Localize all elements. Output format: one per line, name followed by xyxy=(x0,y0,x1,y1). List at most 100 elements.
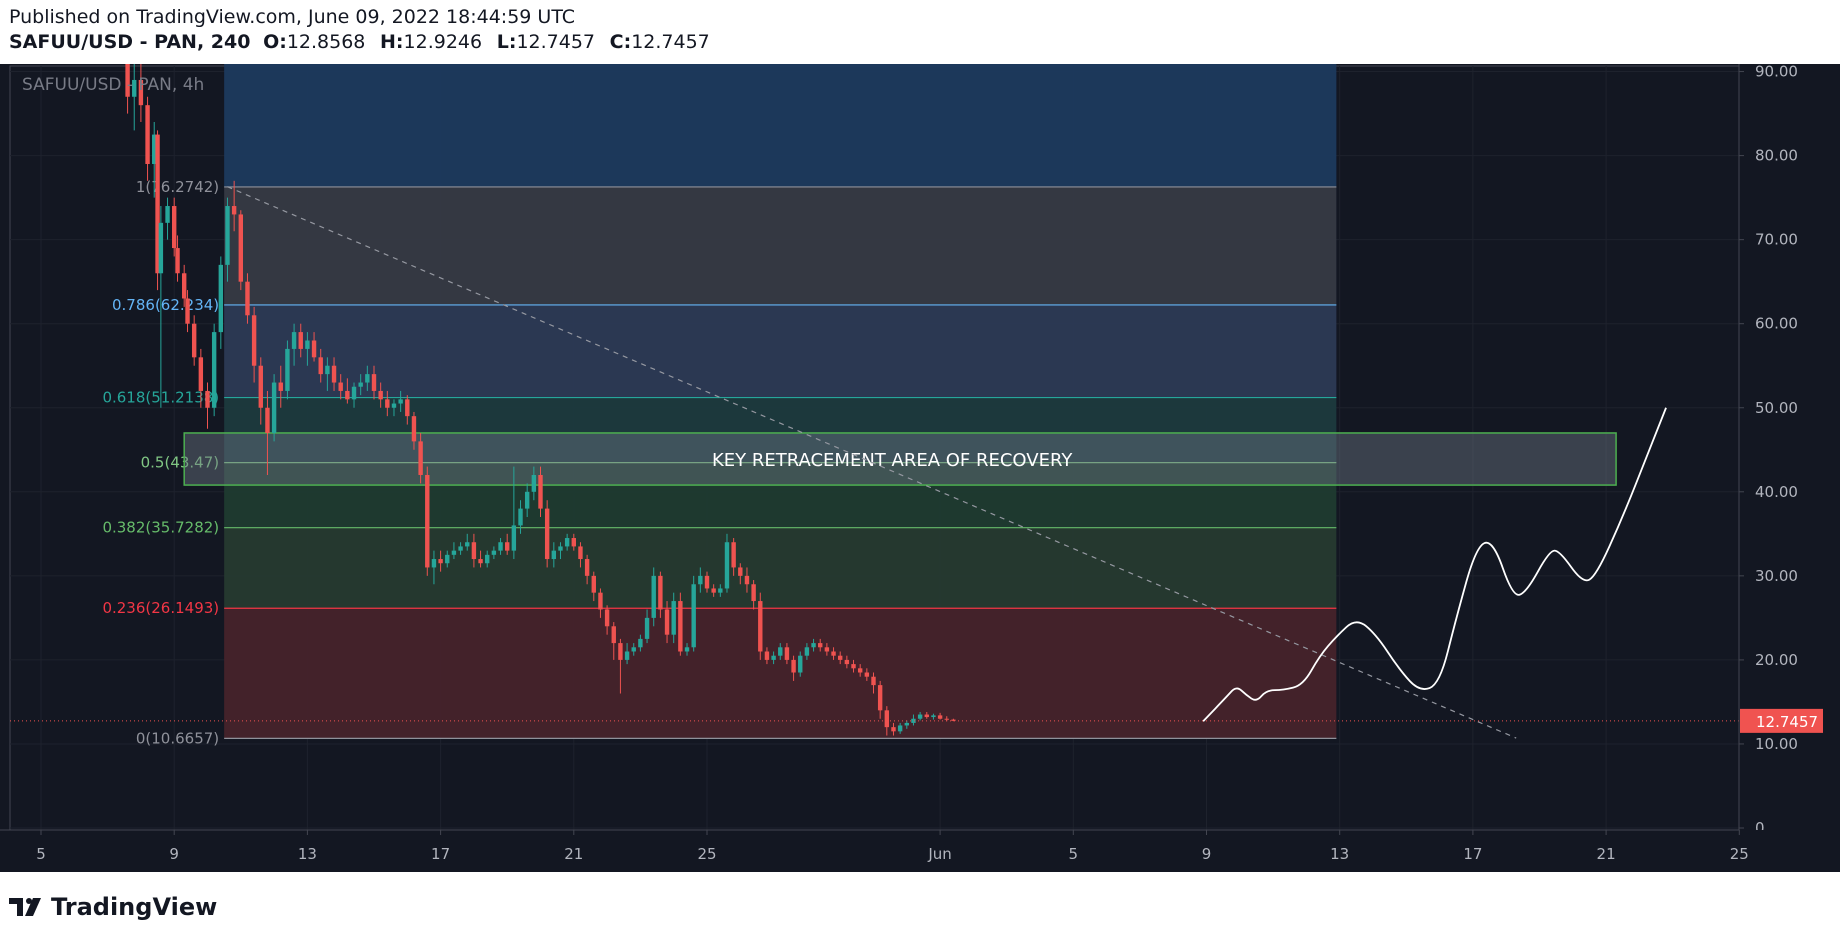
y-tick-label: 30.00 xyxy=(1755,567,1798,585)
candle-body xyxy=(684,647,690,652)
candle-body xyxy=(385,399,390,408)
candle-body xyxy=(298,332,303,349)
candle-body xyxy=(431,559,437,568)
candle-body xyxy=(524,491,530,509)
candle-body xyxy=(531,474,537,492)
candle-body xyxy=(238,214,243,282)
close-label: C: xyxy=(609,31,632,53)
candle-body xyxy=(944,718,949,720)
candle-body xyxy=(877,685,883,711)
published-info: Published on TradingView.com, June 09, 2… xyxy=(9,6,576,28)
candle-body xyxy=(378,390,383,400)
candle-body xyxy=(838,655,843,660)
candle-body xyxy=(724,542,730,589)
candle-body xyxy=(558,546,563,551)
candle-body xyxy=(857,668,863,673)
y-tick-label: 20.00 xyxy=(1755,651,1798,669)
open-value: 12.8568 xyxy=(286,31,366,53)
trend-line xyxy=(227,186,1517,739)
candle-body xyxy=(798,655,803,673)
candle-body xyxy=(791,659,796,673)
candle-body xyxy=(884,710,890,728)
candle-body xyxy=(538,474,543,509)
projection-path xyxy=(1202,407,1667,722)
candle-body xyxy=(564,538,570,547)
candle-body xyxy=(678,601,683,652)
candle-body xyxy=(718,588,723,593)
x-tick-label: 5 xyxy=(1069,845,1079,863)
candle-body xyxy=(371,374,377,391)
x-tick-label: Jun xyxy=(927,845,951,863)
candle-body xyxy=(864,672,870,677)
candle-body xyxy=(245,281,250,316)
candle-body xyxy=(704,575,710,589)
x-tick-label: 9 xyxy=(1202,845,1212,863)
candle-body xyxy=(751,584,756,602)
candle-body xyxy=(818,643,823,648)
price-chart[interactable]: 1(76.2742)0.786(62.234)0.618(51.2138)0.5… xyxy=(0,64,1840,872)
fib-level-label: 0(10.6657) xyxy=(136,729,219,747)
fib-zone xyxy=(224,186,1337,305)
fib-level-label: 0.786(62.234) xyxy=(112,296,219,314)
fib-level-label: 0.236(26.1493) xyxy=(102,599,219,617)
candle-body xyxy=(897,725,903,732)
ohlc-line: SAFUU/USD - PAN, 240 O:12.8568 H:12.9246… xyxy=(9,31,718,53)
x-tick-label: 13 xyxy=(298,845,317,863)
candle-body xyxy=(132,79,137,97)
candle-body xyxy=(638,638,643,648)
key-zone-label: KEY RETRACEMENT AREA OF RECOVERY xyxy=(712,450,1073,471)
candle-body xyxy=(398,399,403,404)
x-tick-label: 25 xyxy=(1730,845,1749,863)
candle-body xyxy=(265,407,270,433)
y-tick-label: 60.00 xyxy=(1755,315,1798,333)
candle-body xyxy=(624,651,630,660)
candle-body xyxy=(485,554,490,564)
candle-body xyxy=(411,416,417,442)
candle-body xyxy=(175,248,180,274)
candle-body xyxy=(418,441,423,475)
candle-body xyxy=(225,206,230,265)
fib-level-label: 0.5(43.47) xyxy=(141,454,220,472)
candle-body xyxy=(664,609,670,635)
tradingview-logo[interactable]: TradingView xyxy=(9,887,217,927)
candle-body xyxy=(458,546,463,551)
candle-body xyxy=(351,386,357,400)
candle-body xyxy=(191,323,197,358)
candle-body xyxy=(937,715,943,719)
candle-body xyxy=(631,647,636,652)
candle-body xyxy=(611,626,616,644)
candle-body xyxy=(251,315,257,366)
candle-body xyxy=(318,357,323,375)
candle-body xyxy=(211,332,217,408)
x-tick-label: 5 xyxy=(36,845,46,863)
candle-body xyxy=(571,538,576,547)
fib-zone xyxy=(224,304,1337,398)
y-tick-label: 0 xyxy=(1755,819,1765,837)
candle-body xyxy=(764,651,770,660)
fib-zone xyxy=(224,527,1337,609)
candle-body xyxy=(778,647,783,656)
candle-body xyxy=(738,567,743,576)
candle-body xyxy=(917,714,923,719)
x-tick-label: 17 xyxy=(1463,845,1482,863)
key-zone-border xyxy=(183,432,1617,486)
candle-body xyxy=(438,559,443,564)
candle-body xyxy=(598,592,603,610)
candle-body xyxy=(578,546,583,560)
candle-body xyxy=(465,542,470,547)
candle-body xyxy=(505,542,510,551)
price-axis-background xyxy=(1739,64,1840,872)
candle-body xyxy=(951,719,956,721)
candle-body xyxy=(165,206,170,223)
candle-body xyxy=(844,659,850,665)
candle-body xyxy=(924,714,929,718)
candle-body xyxy=(851,664,856,669)
fib-zone xyxy=(224,462,1337,528)
candle-body xyxy=(305,340,310,349)
candle-body xyxy=(618,643,623,660)
candle-body xyxy=(325,365,330,375)
candle-body xyxy=(711,588,716,593)
low-value: 12.7457 xyxy=(516,31,596,53)
candle-body xyxy=(644,617,650,639)
candle-body xyxy=(591,575,596,593)
